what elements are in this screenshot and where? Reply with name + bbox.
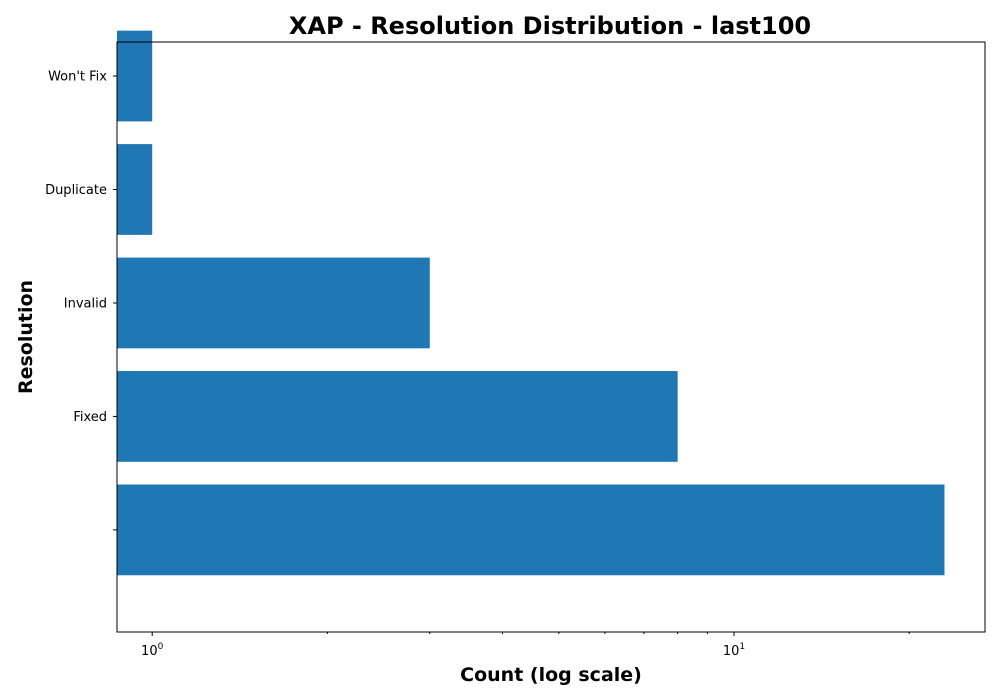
x-tick-label: 101: [723, 642, 745, 659]
x-axis: 100 101: [141, 632, 910, 659]
y-tick-label: Duplicate: [45, 183, 107, 198]
bar: [117, 30, 153, 122]
x-tick-label: 100: [141, 642, 164, 659]
y-tick-label: Won't Fix: [48, 70, 107, 85]
chart-title: XAP - Resolution Distribution - last100: [289, 12, 811, 40]
y-tick-label: Invalid: [64, 296, 107, 311]
bar: [117, 371, 678, 462]
y-tick-label: Fixed: [73, 410, 107, 425]
y-axis: Fixed Invalid Duplicate Won't Fix: [45, 70, 117, 531]
x-axis-label: Count (log scale): [460, 664, 642, 686]
bar: [117, 257, 430, 349]
bars-layer: [117, 30, 945, 576]
plot-frame: [116, 41, 986, 633]
bar: [117, 144, 153, 235]
bar: [117, 484, 945, 576]
y-axis-label: Resolution: [15, 280, 37, 394]
